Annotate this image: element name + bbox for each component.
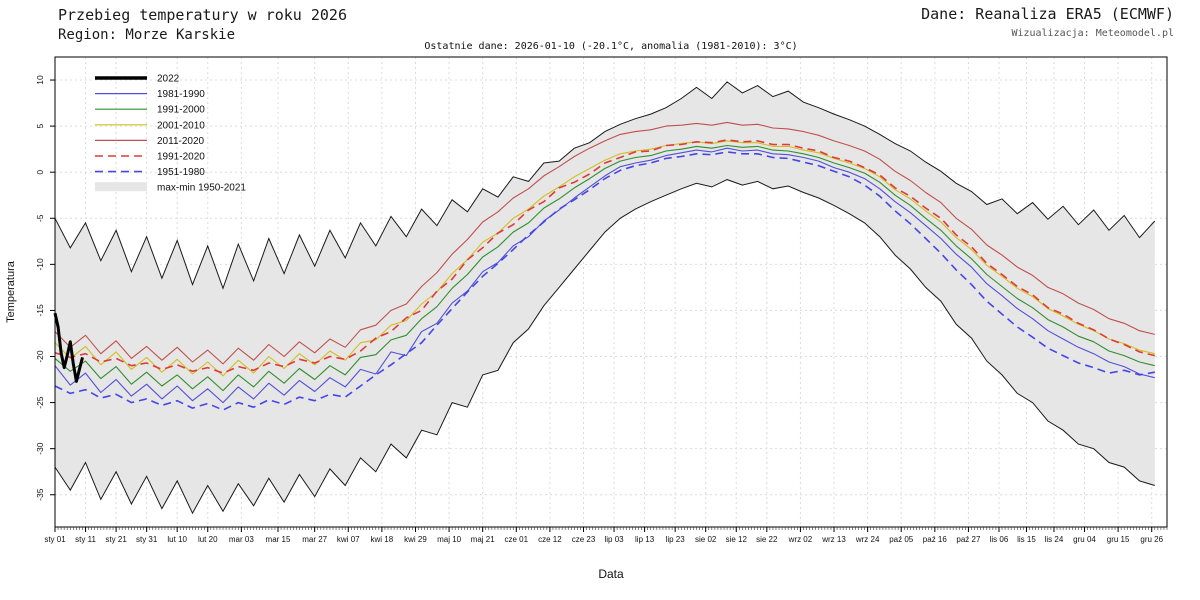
series-line-1981-1990 (54, 147, 1155, 404)
x-axis-label: Data (598, 567, 624, 581)
x-tick-label: mar 27 (302, 535, 327, 544)
legend-label: 2022 (157, 74, 180, 85)
x-tick-label: lis 15 (1017, 535, 1036, 544)
band-max-line (54, 81, 1156, 290)
y-tick-label: 0 (35, 170, 45, 175)
x-tick-label: lip 23 (666, 535, 686, 544)
y-tick-label: -30 (35, 442, 45, 455)
x-tick-label: lis 24 (1045, 535, 1064, 544)
x-tick-label: sty 31 (136, 535, 158, 544)
series-line-1951-1980 (54, 151, 1155, 411)
x-tick-label: lut 20 (198, 535, 218, 544)
series-line-1991-2020 (54, 139, 1155, 374)
x-tick-label: mar 15 (266, 535, 291, 544)
y-tick-label: -5 (35, 214, 45, 222)
x-tick-label: lip 03 (604, 535, 624, 544)
x-tick-label: wrz 24 (855, 535, 880, 544)
y-axis-label: Temperatura (5, 260, 17, 323)
x-tick-label: cze 01 (505, 535, 529, 544)
series-line-1991-2000 (54, 144, 1155, 392)
x-tick-label: wrz 02 (788, 535, 813, 544)
x-tick-label: kwi 18 (371, 535, 394, 544)
x-tick-label: paź 16 (923, 535, 948, 544)
x-tick-label: paź 05 (889, 535, 914, 544)
y-tick-label: 10 (35, 75, 45, 85)
legend-swatch-band (95, 182, 147, 192)
series-line-2022 (53, 312, 84, 383)
x-tick-label: kwi 07 (337, 535, 360, 544)
legend-label: max-min 1950-2021 (157, 183, 246, 194)
x-tick-label: kwi 29 (404, 535, 427, 544)
x-tick-label: wrz 13 (821, 535, 846, 544)
page-title: Przebieg temperatury w roku 2026 (58, 6, 347, 24)
legend-label: 1991-2020 (157, 152, 205, 163)
x-tick-label: paź 27 (956, 535, 981, 544)
x-tick-label: sty 21 (105, 535, 127, 544)
x-tick-label: sty 01 (44, 535, 66, 544)
x-tick-label: gru 04 (1073, 535, 1096, 544)
legend-label: 2001-2010 (157, 120, 205, 131)
x-tick-label: maj 10 (437, 535, 462, 544)
series-line-2011-2020 (54, 121, 1155, 365)
y-tick-label: -25 (35, 396, 45, 409)
x-tick-label: lip 13 (635, 535, 655, 544)
x-tick-label: sie 22 (756, 535, 778, 544)
x-tick-label: sie 02 (695, 535, 717, 544)
legend-label: 1981-1990 (157, 89, 205, 100)
legend-label: 2011-2020 (157, 136, 205, 147)
x-tick-label: sty 11 (75, 535, 96, 544)
x-tick-label: sie 12 (726, 535, 748, 544)
x-tick-label: cze 23 (572, 535, 596, 544)
last-data-note: Ostatnie dane: 2026-01-10 (-20.1°C, anom… (424, 41, 798, 52)
y-tick-label: -15 (35, 304, 45, 317)
x-tick-label: cze 12 (538, 535, 562, 544)
series-line-2001-2010 (54, 140, 1155, 377)
y-tick-label: -20 (35, 350, 45, 363)
x-tick-label: gru 15 (1107, 535, 1130, 544)
legend-label: 1991-2000 (157, 105, 205, 116)
x-tick-label: lut 10 (167, 535, 187, 544)
x-tick-label: lis 06 (990, 535, 1009, 544)
x-tick-label: maj 21 (471, 535, 496, 544)
band-min-line (54, 179, 1155, 515)
x-tick-label: mar 03 (229, 535, 254, 544)
data-source-label: Dane: Reanaliza ERA5 (ECMWF) (921, 5, 1174, 23)
y-tick-label: -10 (35, 258, 45, 271)
visualization-credit: Wizualizacja: Meteomodel.pl (1011, 28, 1174, 39)
x-tick-label: gru 26 (1140, 535, 1163, 544)
band-area (55, 81, 1155, 514)
y-tick-label: 5 (35, 123, 45, 128)
y-tick-label: -35 (35, 488, 45, 501)
region-subtitle: Region: Morze Karskie (58, 27, 236, 43)
legend-label: 1951-1980 (157, 167, 205, 178)
